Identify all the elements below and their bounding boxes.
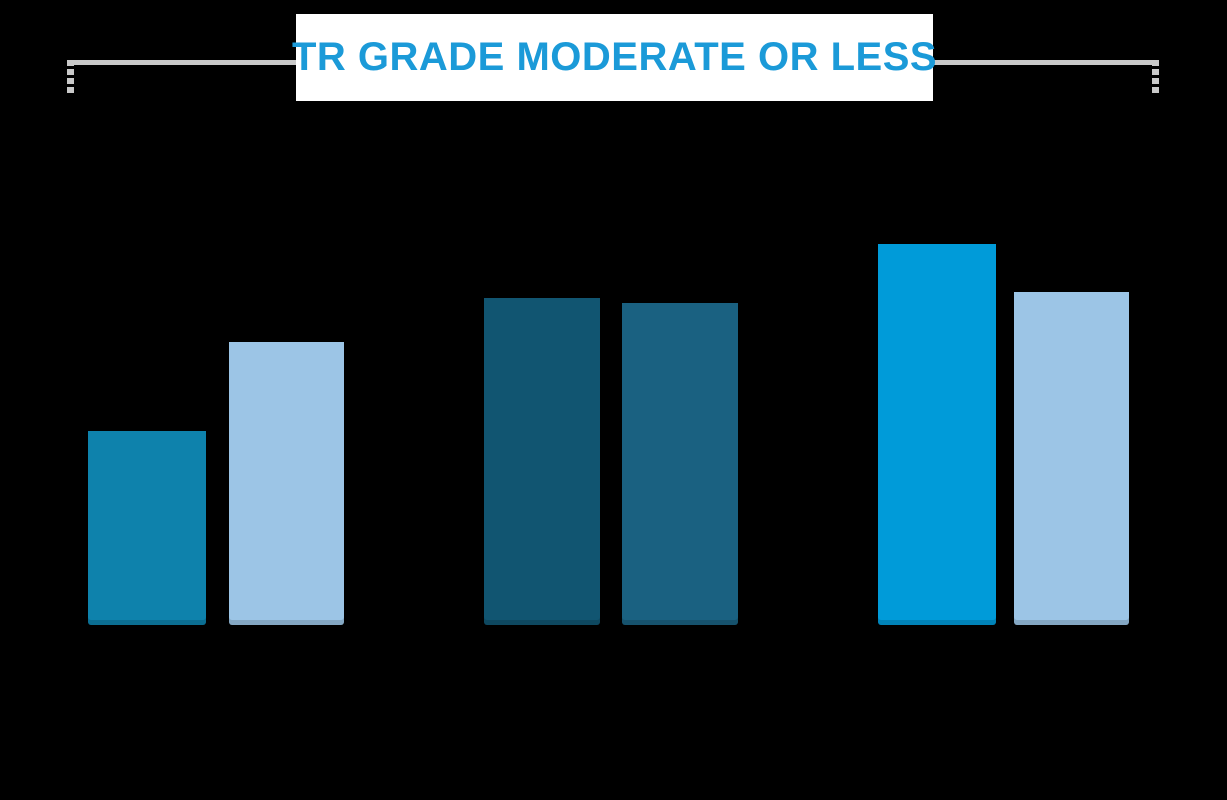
chart-title: TR GRADE MODERATE OR LESS: [291, 35, 938, 79]
bar-group1-bar1: [88, 431, 206, 625]
plot-area: [0, 65, 1227, 625]
bar-group1-bar2: [229, 342, 344, 625]
chart-title-box: TR GRADE MODERATE OR LESS: [292, 14, 937, 101]
bracket-left-tick: [67, 60, 74, 94]
bar-group2-bar2: [622, 303, 738, 625]
bar-group2-bar1: [484, 298, 600, 625]
bracket-right-tick: [1152, 60, 1159, 94]
bar-group3-bar2: [1014, 292, 1129, 625]
bar-group3-bar1: [878, 244, 996, 625]
